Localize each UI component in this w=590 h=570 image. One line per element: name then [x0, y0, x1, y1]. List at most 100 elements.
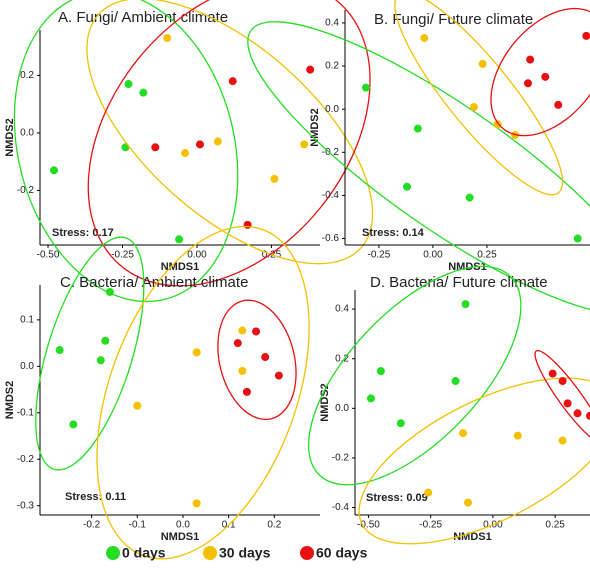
y-tick-label: 0.0: [325, 104, 339, 115]
x-tick-label: -0.25: [368, 250, 391, 261]
y-tick-label: 0.4: [325, 18, 339, 29]
point: [413, 124, 422, 133]
legend-marker: [300, 546, 314, 560]
x-axis-label: NMDS1: [161, 261, 200, 273]
x-axis-label: NMDS1: [161, 531, 200, 543]
point: [558, 436, 567, 445]
confidence-ellipse: [13, 0, 239, 303]
confidence-ellipse: [86, 0, 374, 265]
y-tick-label: -0.4: [332, 502, 350, 513]
confidence-ellipse: [35, 236, 145, 471]
confidence-ellipse: [307, 265, 522, 486]
point: [213, 137, 222, 146]
point: [558, 377, 567, 386]
y-axis-label: NMDS2: [309, 108, 321, 147]
point: [541, 72, 550, 81]
x-tick-label: 0.2: [267, 520, 281, 531]
confidence-ellipse: [96, 225, 310, 560]
point: [101, 336, 110, 345]
chart-title: C. Bacteria/ Ambient climate: [60, 274, 248, 291]
point: [50, 166, 58, 175]
point: [238, 366, 247, 375]
point: [175, 235, 184, 244]
point: [424, 488, 433, 497]
point: [133, 401, 142, 410]
point: [163, 34, 172, 43]
y-tick-label: -0.2: [332, 453, 350, 464]
point: [582, 31, 590, 40]
y-tick-label: -0.3: [17, 500, 35, 511]
y-tick-label: 0.2: [20, 70, 34, 81]
point: [306, 65, 315, 74]
point: [238, 326, 247, 335]
chart-title: A. Fungi/ Ambient climate: [58, 9, 228, 26]
confidence-ellipse: [394, 0, 564, 196]
point: [526, 55, 535, 64]
point: [192, 348, 201, 357]
point: [361, 83, 370, 92]
point: [121, 143, 130, 152]
x-tick-label: -0.25: [111, 250, 134, 261]
x-tick-label: 0.0: [176, 520, 190, 531]
y-tick-label: -0.6: [322, 233, 340, 244]
y-tick-label: 0.0: [335, 403, 349, 414]
point: [270, 174, 279, 183]
chart-title: D. Bacteria/ Future climate: [370, 274, 548, 291]
point: [139, 88, 148, 97]
point: [192, 499, 201, 508]
x-tick-label: -0.50: [37, 250, 60, 261]
point: [573, 234, 582, 243]
point: [105, 287, 114, 296]
point: [366, 394, 375, 403]
y-tick-label: 0.0: [20, 361, 34, 372]
point: [478, 59, 487, 68]
stress-annotation: Stress: 0.17: [52, 227, 114, 239]
confidence-ellipse: [358, 377, 590, 545]
point: [124, 80, 133, 89]
confidence-ellipse: [247, 21, 590, 315]
point: [242, 387, 251, 396]
point: [464, 498, 473, 507]
point: [563, 399, 572, 408]
y-tick-label: -0.4: [322, 190, 340, 201]
point: [261, 353, 270, 362]
point: [300, 140, 309, 149]
y-tick-label: -0.2: [17, 185, 35, 196]
legend-marker: [203, 546, 217, 560]
y-tick-label: -0.1: [17, 407, 35, 418]
stress-annotation: Stress: 0.11: [65, 491, 126, 503]
legend-label: 30 days: [219, 545, 271, 561]
point: [69, 420, 78, 429]
x-tick-label: 0.25: [477, 250, 497, 261]
x-axis-label: NMDS1: [453, 531, 492, 543]
point: [376, 367, 385, 376]
legend-label: 0 days: [122, 545, 166, 561]
point: [252, 327, 261, 336]
point: [523, 79, 532, 88]
stress-annotation: Stress: 0.14: [362, 227, 425, 239]
x-tick-label: -0.1: [129, 520, 147, 531]
point: [195, 140, 204, 149]
point: [181, 149, 190, 158]
x-tick-label: -0.2: [83, 520, 101, 531]
point: [451, 377, 460, 386]
confidence-ellipse: [217, 299, 297, 421]
legend-marker: [106, 546, 120, 560]
x-tick-label: 0.00: [187, 250, 207, 261]
x-tick-label: 0.25: [545, 520, 565, 531]
point: [420, 34, 429, 43]
point: [465, 193, 474, 202]
x-tick-label: 0.00: [423, 250, 443, 261]
confidence-ellipse: [87, 0, 371, 287]
confidence-ellipse: [490, 7, 590, 137]
legend-label: 60 days: [316, 545, 368, 561]
point: [228, 77, 237, 86]
point: [548, 369, 557, 378]
y-axis-label: NMDS2: [4, 381, 16, 420]
point: [151, 143, 160, 152]
y-tick-label: 0.4: [335, 304, 349, 315]
y-axis-label: NMDS2: [4, 118, 16, 157]
point: [554, 100, 563, 109]
point: [243, 220, 252, 229]
